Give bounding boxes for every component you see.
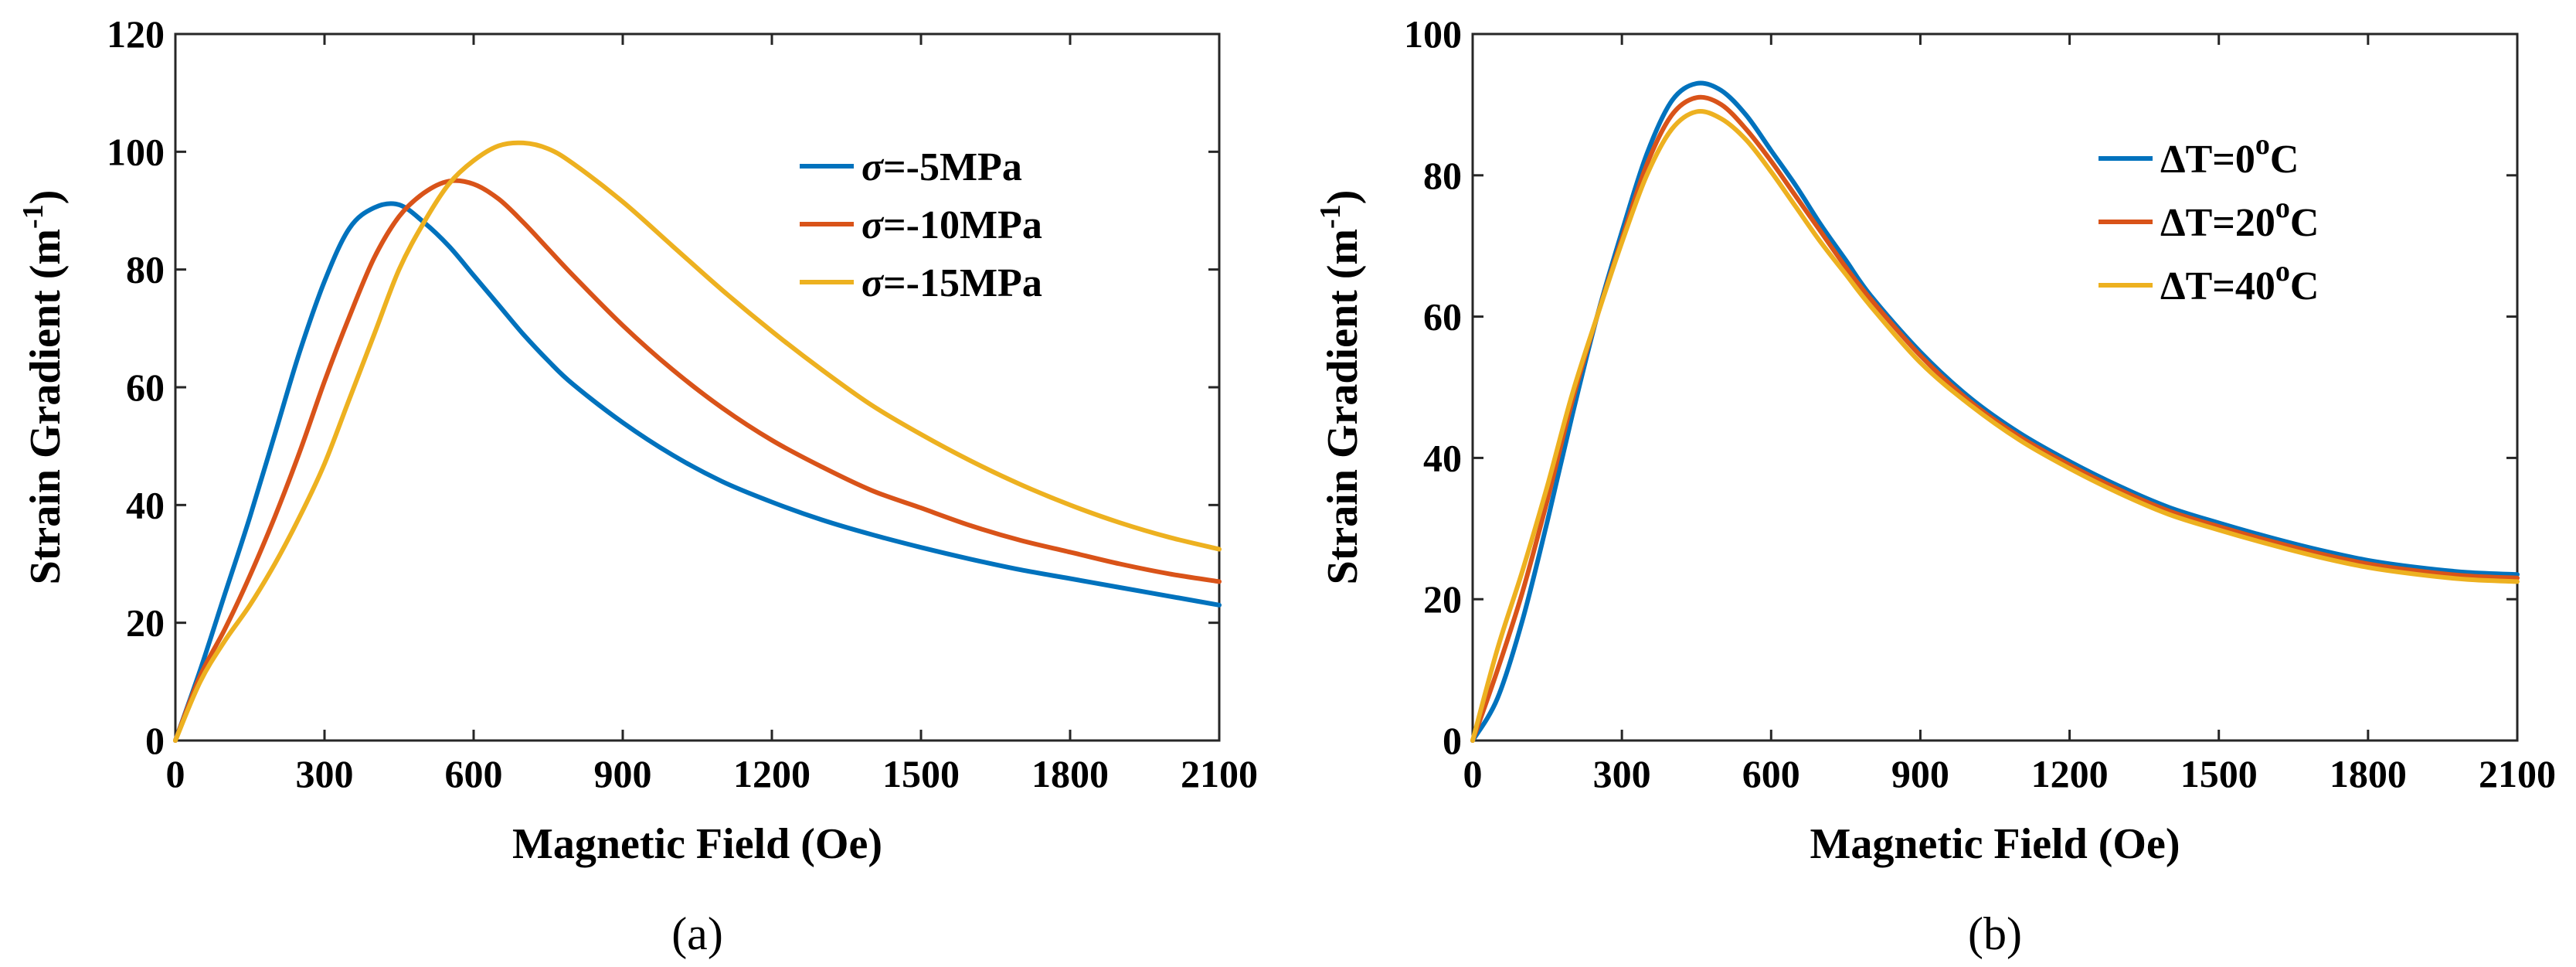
x-tick-label: 1800 [2330, 752, 2407, 795]
series-line-1 [173, 201, 1222, 743]
y-tick-label: 80 [1423, 154, 1462, 197]
x-tick-label: 0 [166, 752, 185, 795]
x-tick-label: 2100 [1181, 752, 1258, 795]
legend: σ=-5MPa σ=-10MPa σ=-15MPa [800, 145, 1042, 305]
x-tick-label: 2100 [2479, 752, 2556, 795]
series-line-1 [1470, 80, 2520, 743]
series-lines [1470, 80, 2520, 743]
x-axis-label: Magnetic Field (Oe) [512, 820, 882, 868]
y-axis-label: Strain Gradient (m-1) [17, 190, 70, 585]
x-axis-label: Magnetic Field (Oe) [1810, 820, 2180, 868]
x-tick-label: 1500 [2180, 752, 2258, 795]
y-tick-label: 40 [126, 483, 165, 526]
y-tick-label: 100 [107, 130, 165, 173]
y-tick-label: 20 [1423, 577, 1462, 621]
legend-entry: σ=-10MPa [861, 203, 1042, 247]
y-axis-label: Strain Gradient (m-1) [1314, 190, 1367, 585]
legend-entry: ΔT=40oC [2160, 255, 2319, 308]
plot-frame [1471, 32, 2519, 742]
legend-entry: σ=-5MPa [861, 145, 1022, 189]
x-tick-label: 0 [1463, 752, 1483, 795]
x-tick-label: 300 [1593, 752, 1651, 795]
x-tick-label: 1200 [733, 752, 811, 795]
x-tick-label: 1800 [1031, 752, 1109, 795]
series-line-2 [1470, 94, 2520, 743]
panel-label: (b) [1968, 908, 2022, 959]
chart-panel-b: 0 300 600 900 1200 1500 1800 2100 0 20 40 60 80 100 M… [1314, 12, 2556, 959]
x-tick-label: 300 [296, 752, 354, 795]
series-line-2 [173, 178, 1222, 743]
y-tick-label: 20 [126, 601, 165, 645]
x-tick-label: 900 [1891, 752, 1949, 795]
series-lines [173, 140, 1222, 743]
y-tick-label: 120 [107, 12, 165, 56]
x-tick-label: 600 [445, 752, 503, 795]
chart-panel-a: 0 300 600 900 1200 1500 1800 2100 0 20 40 60 80 100 12… [17, 12, 1258, 959]
y-tick-label: 60 [1423, 295, 1462, 339]
x-tick-label: 900 [594, 752, 652, 795]
y-tick-label: 100 [1404, 12, 1462, 56]
legend: ΔT=0oC ΔT=20oC ΔT=40oC [2099, 128, 2319, 308]
axis-ticks: 0 300 600 900 1200 1500 1800 2100 0 20 40 60 80 100 [1404, 12, 2556, 795]
legend-entry: σ=-15MPa [861, 261, 1042, 305]
series-line-3 [173, 140, 1222, 743]
y-tick-label: 0 [145, 719, 165, 762]
panel-label: (a) [671, 908, 723, 959]
x-tick-label: 600 [1742, 752, 1800, 795]
legend-entry: ΔT=20oC [2160, 192, 2319, 245]
axis-ticks: 0 300 600 900 1200 1500 1800 2100 0 20 40 60 80 100 12… [107, 12, 1258, 795]
y-tick-label: 0 [1443, 719, 1462, 762]
legend-entry: ΔT=0oC [2160, 128, 2299, 182]
y-tick-label: 40 [1423, 436, 1462, 479]
x-tick-label: 1200 [2031, 752, 2109, 795]
series-line-3 [1470, 109, 2520, 743]
y-tick-label: 60 [126, 366, 165, 409]
x-tick-label: 1500 [882, 752, 960, 795]
y-tick-label: 80 [126, 248, 165, 291]
